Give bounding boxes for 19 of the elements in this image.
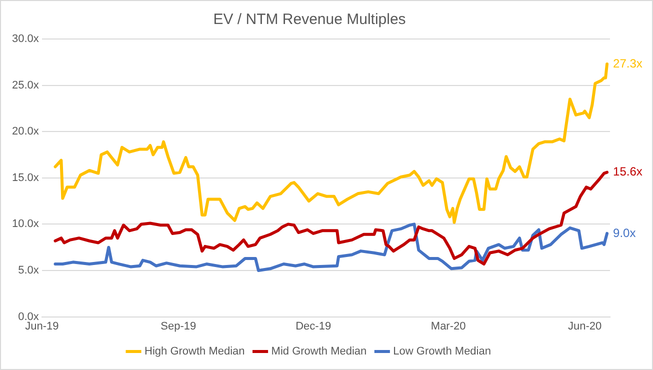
- legend-label: Low Growth Median: [393, 346, 491, 358]
- legend-label: Mid Growth Median: [271, 346, 367, 358]
- x-tick-label: Mar-20: [430, 320, 466, 332]
- y-tick-label: 30.0x: [12, 33, 40, 46]
- chart-title: EV / NTM Revenue Multiples: [213, 11, 406, 28]
- x-tick-label: Sep-19: [160, 320, 196, 332]
- y-tick-label: 20.0x: [12, 126, 40, 138]
- x-tick-label: Jun-19: [25, 320, 59, 332]
- y-tick-label: 5.0x: [18, 264, 40, 277]
- y-tick-label: 15.0x: [12, 172, 40, 184]
- annotation: 27.3x: [613, 56, 642, 70]
- annotation: 9.0x: [613, 226, 636, 240]
- y-tick-label: 10.0x: [12, 218, 40, 230]
- x-tick-label: Dec-19: [296, 320, 332, 332]
- annotation: 15.6x: [613, 164, 642, 179]
- legend-label: High Growth Median: [144, 346, 245, 358]
- y-tick-label: 25.0x: [12, 79, 40, 92]
- y-tick-label: 0.0x: [18, 310, 40, 323]
- x-tick-label: Jun-20: [568, 320, 602, 332]
